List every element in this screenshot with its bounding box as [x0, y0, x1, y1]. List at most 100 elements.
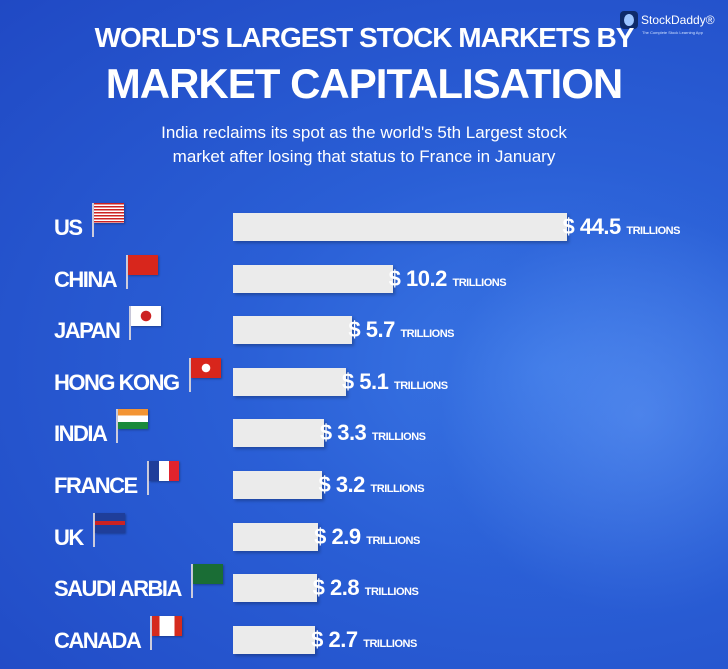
currency-symbol: $	[311, 626, 323, 652]
category-label: SAUDI ARBIA	[54, 576, 182, 602]
china-flag-icon	[128, 254, 159, 275]
bar	[233, 316, 353, 345]
unit-label: TRILLIONS	[363, 637, 417, 650]
logo-tagline: The Complete Stock Learning App	[642, 30, 703, 35]
value-label: $ 2.7 TRILLIONS	[311, 627, 417, 653]
flag-pole	[129, 306, 132, 341]
bar	[233, 574, 317, 603]
category-label-wrap: SAUDI ARBIA	[54, 564, 223, 602]
value-text: 2.8	[330, 575, 360, 601]
value-text: 2.9	[331, 523, 362, 549]
flag-pole	[146, 461, 149, 495]
currency-symbol: $	[388, 265, 401, 291]
category-label: CHINA	[54, 266, 118, 292]
value-label: $ 44.5 TRILLIONS	[562, 214, 681, 240]
currency-symbol: $	[562, 214, 575, 239]
category-label-wrap: INDIA	[54, 409, 149, 447]
bar-row: UK $ 2.9 TRILLIONS	[0, 512, 728, 557]
logo-icon	[620, 11, 638, 29]
bar-row: INDIA $ 3.3 TRILLIONS	[0, 409, 728, 453]
value-label: $ 5.7 TRILLIONS	[348, 317, 454, 343]
japan-flag-icon	[131, 306, 162, 327]
unit-label: TRILLIONS	[371, 431, 426, 444]
currency-symbol: $	[341, 368, 354, 394]
value-label: $ 2.9 TRILLIONS	[314, 524, 420, 550]
category-label-wrap: FRANCE	[54, 461, 179, 499]
category-label-wrap: UK	[54, 512, 125, 551]
bar-row: US $ 44.5 TRILLIONS	[0, 203, 728, 247]
unit-label: TRILLIONS	[364, 586, 419, 599]
flag-wrap	[146, 461, 179, 495]
currency-symbol: $	[319, 420, 332, 446]
subtitle-line: India reclaims its spot as the world's 5…	[161, 123, 567, 142]
value-text: 44.5	[579, 214, 621, 239]
flag-wrap	[190, 564, 223, 599]
value-text: 3.2	[335, 472, 366, 497]
value-text: 5.7	[365, 317, 396, 343]
chart-title-line2: MARKET CAPITALISATION	[105, 60, 623, 107]
currency-symbol: $	[348, 317, 361, 343]
category-label-wrap: HONG KONG	[54, 357, 221, 396]
us-flag-icon	[93, 203, 124, 223]
unit-label: TRILLIONS	[400, 328, 455, 341]
stockdaddy-logo: StockDaddy® The Complete Stock Learning …	[620, 11, 715, 35]
bar-row: CHINA $ 10.2 TRILLIONS	[0, 254, 728, 299]
flag-wrap	[188, 357, 221, 392]
bar-row: JAPAN $ 5.7 TRILLIONS	[0, 306, 728, 350]
category-label-wrap: JAPAN	[54, 306, 162, 344]
france-flag-icon	[148, 461, 179, 481]
value-text: 3.3	[337, 420, 367, 446]
value-text: 5.1	[359, 368, 389, 394]
currency-symbol: $	[312, 575, 325, 601]
hong-kong-flag-icon	[190, 357, 221, 378]
flag-wrap	[91, 203, 124, 237]
currency-symbol: $	[318, 472, 331, 497]
value-label: $ 3.3 TRILLIONS	[320, 420, 426, 446]
category-label: JAPAN	[54, 318, 121, 344]
flag-wrap	[129, 306, 162, 341]
india-flag-icon	[118, 409, 149, 430]
bar	[233, 367, 346, 396]
category-label-wrap: CANADA	[54, 615, 183, 654]
flag-pole	[190, 564, 193, 599]
category-label-wrap: US	[54, 203, 124, 241]
category-label: HONG KONG	[54, 369, 180, 395]
value-label: $ 10.2 TRILLIONS	[388, 265, 507, 292]
flag-wrap	[150, 615, 183, 650]
flag-pole	[116, 409, 119, 444]
category-label: UK	[54, 524, 84, 550]
value-label: $ 2.8 TRILLIONS	[313, 575, 419, 601]
chart-subtitle: India reclaims its spot as the world's 5…	[0, 121, 728, 169]
bar-row: HONG KONG $ 5.1 TRILLIONS	[0, 357, 728, 402]
unit-label: TRILLIONS	[394, 379, 448, 392]
bar	[233, 471, 323, 499]
bar	[233, 264, 393, 293]
bar	[233, 522, 319, 551]
uk-flag-icon	[94, 512, 125, 533]
value-text: 10.2	[406, 265, 447, 291]
category-label: INDIA	[54, 421, 108, 447]
category-label-wrap: CHINA	[54, 254, 159, 293]
flag-pole	[126, 254, 129, 289]
unit-label: TRILLIONS	[370, 483, 425, 495]
canada-flag-icon	[152, 615, 183, 636]
bar-row: SAUDI ARBIA $ 2.8 TRILLIONS	[0, 564, 728, 608]
flag-wrap	[116, 409, 149, 444]
unit-label: TRILLIONS	[452, 276, 507, 289]
category-label: FRANCE	[54, 473, 138, 498]
value-label: $ 5.1 TRILLIONS	[342, 369, 448, 395]
flag-pole	[92, 512, 95, 547]
bar-row: FRANCE $ 3.2 TRILLIONS	[0, 461, 728, 505]
subtitle-line: market after losing that status to Franc…	[172, 147, 556, 166]
bar	[233, 625, 316, 654]
category-label: US	[54, 215, 83, 240]
value-label: $ 3.2 TRILLIONS	[318, 472, 424, 498]
saudi-arabia-flag-icon	[192, 564, 223, 585]
unit-label: TRILLIONS	[366, 534, 420, 547]
bar-row: CANADA $ 2.7 TRILLIONS	[0, 615, 728, 660]
flag-pole	[188, 357, 191, 392]
logo-name: StockDaddy®	[641, 13, 715, 27]
value-text: 2.7	[328, 626, 359, 652]
currency-symbol: $	[314, 523, 326, 549]
bar	[233, 213, 567, 241]
